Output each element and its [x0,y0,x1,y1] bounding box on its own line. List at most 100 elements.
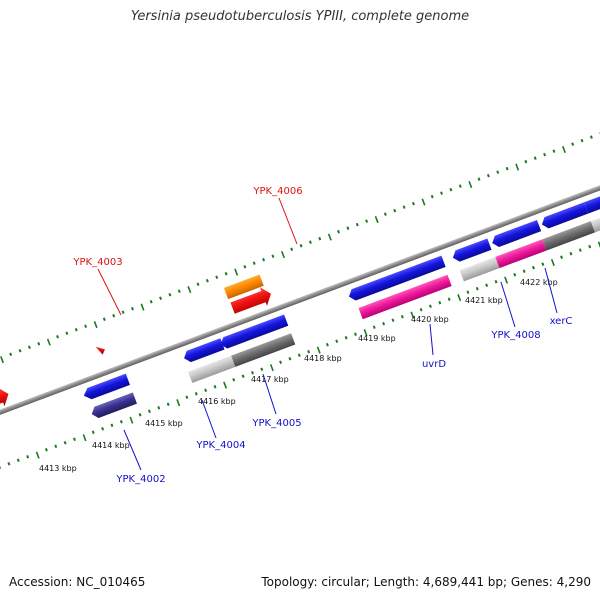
minor-tick [102,317,106,321]
major-tick [82,434,87,442]
minor-tick [391,318,395,322]
minor-tick [16,458,20,463]
gene-arrow[interactable] [540,202,589,230]
kbp-label: 4417 kbp [251,375,289,384]
minor-tick [393,208,397,213]
gene-label-ypk-4004[interactable]: YPK_4004 [195,440,245,451]
major-tick [46,338,51,346]
minor-tick [505,166,509,171]
minor-tick [532,265,535,270]
kbp-label: 4413 kbp [39,464,77,473]
minor-tick [588,244,592,249]
gene-labels: YPK_4003 YPK_4006 YPK_4002 YPK_4004 YPK_… [72,186,572,485]
gene-arrow[interactable] [188,355,236,383]
minor-tick [251,370,254,375]
minor-tick [419,307,423,312]
leader-line [278,197,298,245]
gene-arrow[interactable] [495,239,547,269]
gene-label-ypk-4008[interactable]: YPK_4008 [490,330,540,341]
minor-tick [337,229,340,234]
minor-tick [383,212,387,216]
minor-tick [54,444,58,449]
major-tick [550,259,555,267]
minor-tick [9,352,13,357]
minor-tick [157,406,161,410]
gene-label-uvrd[interactable]: uvrD [422,359,446,370]
gene-arrow[interactable] [490,219,542,249]
minor-tick [271,254,275,258]
minor-tick [91,430,95,435]
gene-arrow[interactable] [223,274,264,300]
major-tick [374,215,379,224]
genome-band [0,131,600,470]
major-tick [421,198,426,206]
leader-line [262,373,277,415]
major-tick [0,356,4,364]
minor-tick [438,300,442,305]
minor-tick [232,378,236,382]
gene-arrow[interactable] [90,392,137,419]
gene-arrow[interactable] [0,385,12,423]
gene-arrow[interactable] [347,255,446,303]
minor-tick [475,286,479,291]
gene-label-ypk-4005[interactable]: YPK_4005 [251,418,301,429]
gene-arrow[interactable] [451,238,492,264]
gene-label-ypk-4006[interactable]: YPK_4006 [252,186,302,197]
minor-tick [513,272,517,277]
major-tick [129,416,134,424]
gene-arrow[interactable] [182,338,225,364]
leader-line [123,429,142,471]
label-leader-lines [97,197,558,471]
gene-label-ypk-4003[interactable]: YPK_4003 [72,257,122,268]
gene-arrow[interactable] [82,373,130,402]
minor-tick [365,219,369,223]
gene-arrow[interactable] [219,314,289,350]
kbp-label: 4416 kbp [198,397,236,406]
major-tick [363,329,368,337]
gene-label-ypk-4002[interactable]: YPK_4002 [115,474,165,485]
minor-tick [119,420,123,424]
minor-tick [290,247,294,251]
major-tick [35,451,40,459]
minor-tick [215,275,219,279]
minor-tick [65,331,69,336]
kbp-label: 4414 kbp [92,441,130,450]
gene-arrow[interactable] [358,274,452,320]
minor-tick [552,149,556,153]
minor-tick [26,455,30,459]
minor-tick [569,251,573,256]
minor-tick [18,349,22,353]
minor-tick [318,236,322,241]
gene-arrow[interactable] [229,284,274,317]
gene-arrow[interactable] [542,221,596,251]
minor-tick [458,184,462,188]
minor-tick [543,152,547,157]
minor-tick [149,299,153,304]
minor-tick [440,191,444,195]
minor-tick [138,413,142,417]
gene-label-xerc[interactable]: xerC [550,316,573,327]
minor-tick [477,177,481,181]
minor-tick [7,462,11,466]
gene-arrow[interactable] [459,256,500,282]
gene-arrow[interactable] [95,344,106,356]
minor-tick [84,324,88,328]
minor-tick [449,187,453,192]
minor-tick [110,423,114,428]
minor-tick [56,334,59,339]
minor-tick [344,335,348,340]
major-tick [316,346,321,354]
minor-tick [578,248,582,252]
minor-tick [27,345,31,350]
major-tick [468,180,473,189]
minor-tick [308,240,312,244]
minor-tick [485,283,489,287]
minor-tick [74,327,78,332]
major-tick [562,145,566,154]
gene-arrow[interactable] [231,333,296,367]
minor-tick [112,313,116,318]
major-tick [223,381,228,389]
major-tick [140,303,145,311]
minor-tick [279,360,283,365]
